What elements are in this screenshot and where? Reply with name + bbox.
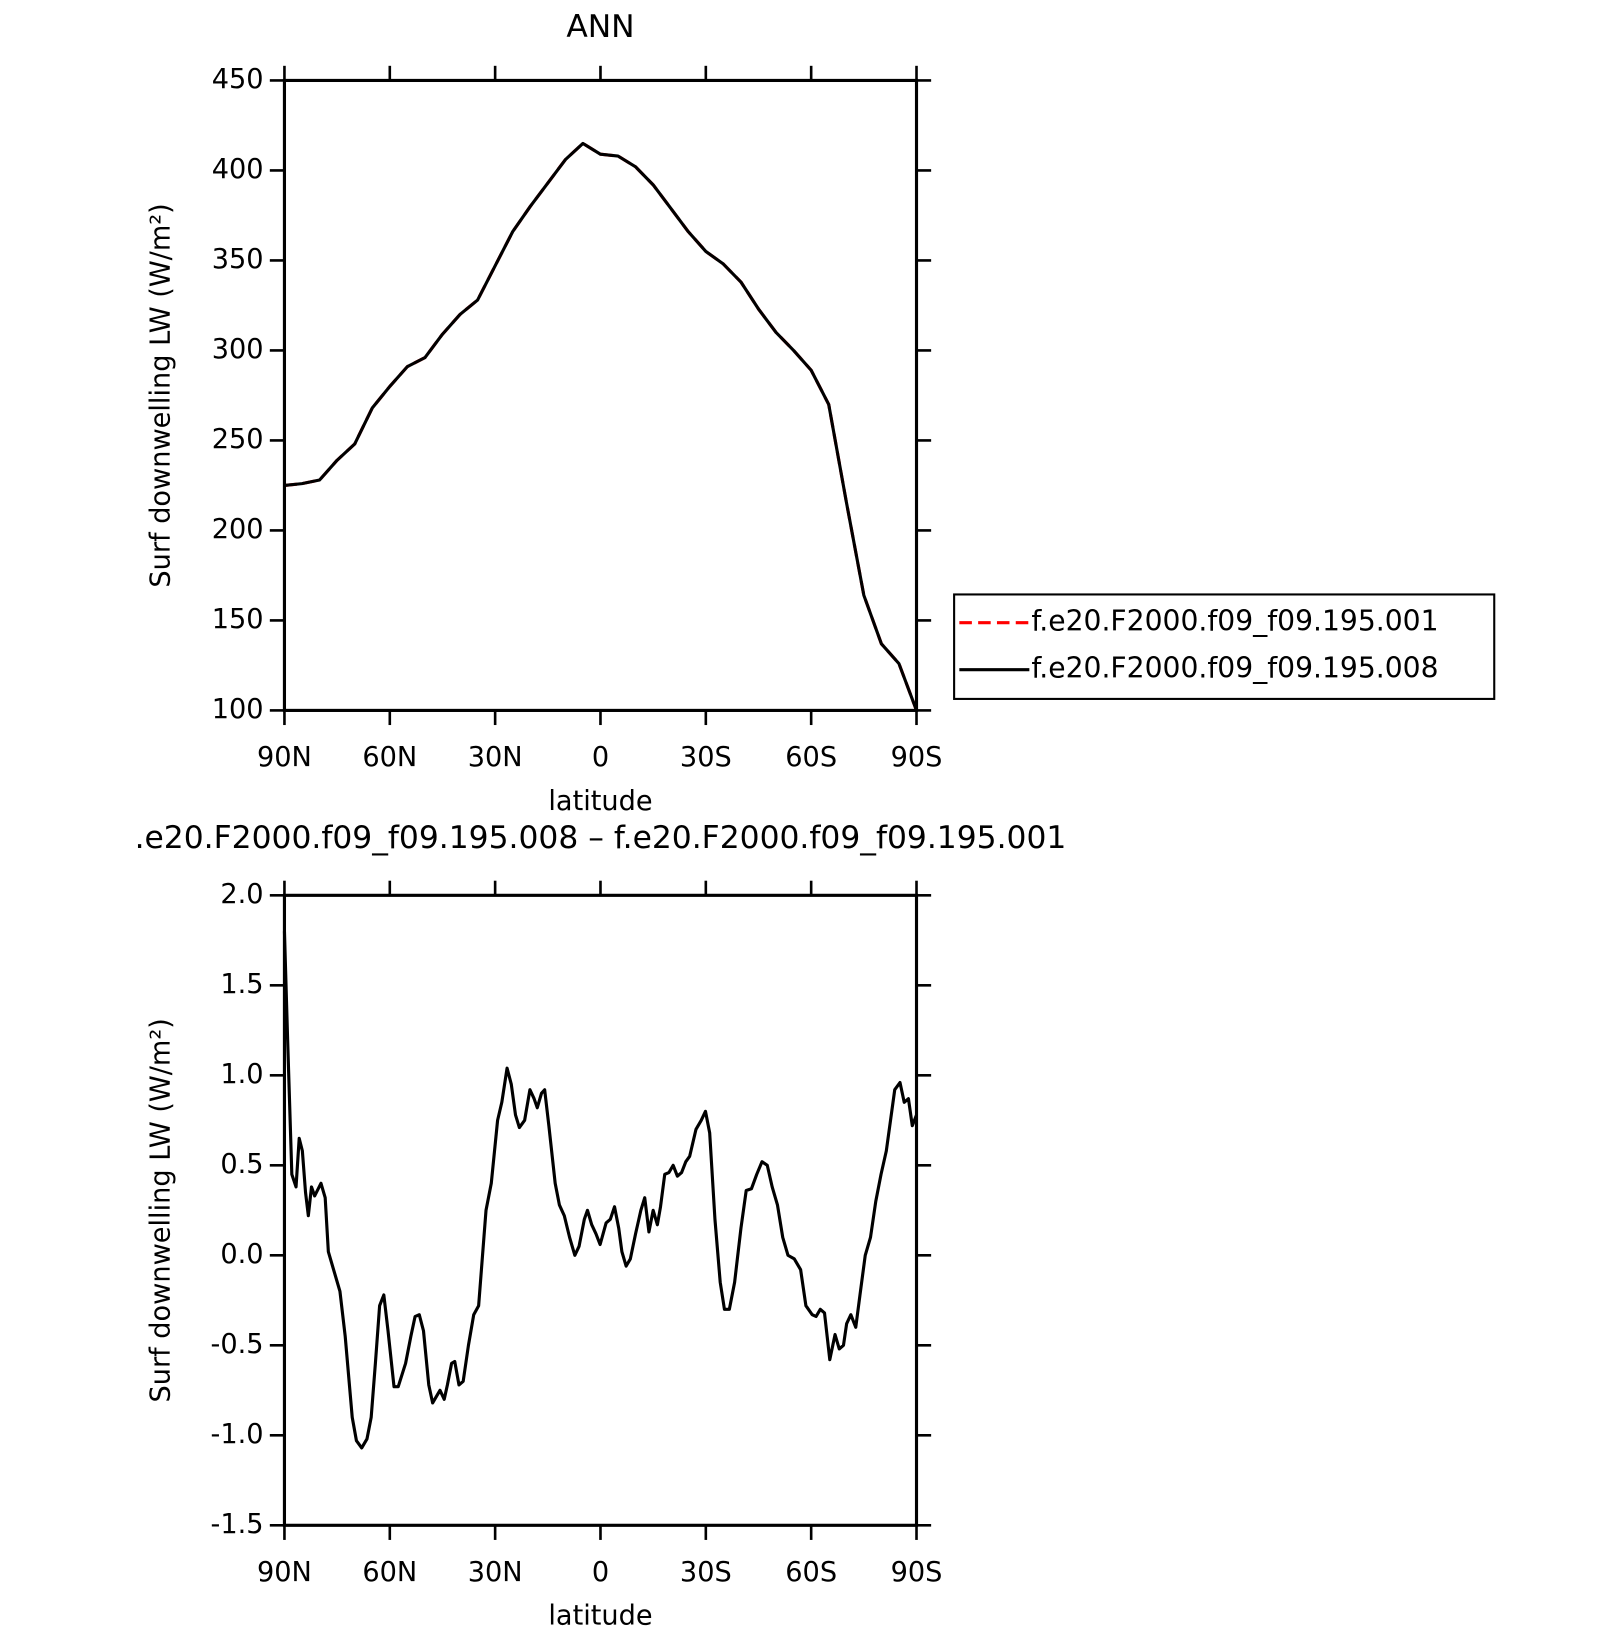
x-tick-label: 0 (592, 742, 609, 773)
x-tick-label: 30N (468, 742, 523, 773)
y-tick-label: 1.5 (220, 969, 263, 1000)
chart-title: ANN (566, 9, 634, 45)
data-line (284, 141, 918, 711)
x-tick-label: 60N (362, 742, 417, 773)
y-axis-label: Surf downwelling LW (W/m²) (146, 203, 177, 587)
x-axis-label: latitude (548, 786, 652, 817)
data-line (284, 141, 918, 711)
y-tick-label: 350 (212, 244, 264, 275)
y-tick-label: 100 (212, 694, 264, 725)
plot-frame (282, 893, 919, 1527)
y-tick-label: 0.5 (220, 1149, 263, 1180)
x-tick-label: 90S (891, 742, 943, 773)
x-tick-label: 60S (785, 742, 837, 773)
legend-box (953, 593, 1496, 700)
y-tick-label: 250 (212, 424, 264, 455)
x-tick-label: 30N (468, 1557, 523, 1588)
x-tick-label: 90N (257, 1557, 312, 1588)
data-line (282, 931, 918, 1450)
y-axis-label: Surf downwelling LW (W/m²) (146, 1018, 177, 1402)
y-tick-label: 150 (212, 604, 264, 635)
y-tick-label: 450 (212, 64, 264, 95)
y-tick-label: 0.0 (220, 1239, 263, 1270)
legend-label: f.e20.F2000.f09_f09.195.008 (1031, 652, 1438, 685)
x-tick-label: 60N (362, 1557, 417, 1588)
x-tick-label: 60S (785, 1557, 837, 1588)
x-axis-label: latitude (548, 1601, 652, 1632)
y-tick-label: 1.0 (220, 1059, 263, 1090)
y-tick-label: 400 (212, 154, 264, 185)
y-tick-label: 200 (212, 514, 264, 545)
x-tick-label: 30S (680, 742, 732, 773)
y-tick-label: -1.5 (211, 1509, 264, 1540)
chart-title: .e20.F2000.f09_f09.195.008 – f.e20.F2000… (135, 820, 1067, 856)
plot-frame (282, 78, 919, 712)
x-tick-label: 0 (592, 1557, 609, 1588)
x-tick-label: 90S (891, 1557, 943, 1588)
x-tick-label: 90N (257, 742, 312, 773)
y-tick-label: -0.5 (211, 1329, 264, 1360)
y-tick-label: -1.0 (211, 1419, 264, 1450)
legend-label: f.e20.F2000.f09_f09.195.001 (1031, 605, 1438, 638)
y-tick-label: 300 (212, 334, 264, 365)
y-tick-label: 2.0 (220, 879, 263, 910)
x-tick-label: 30S (680, 1557, 732, 1588)
